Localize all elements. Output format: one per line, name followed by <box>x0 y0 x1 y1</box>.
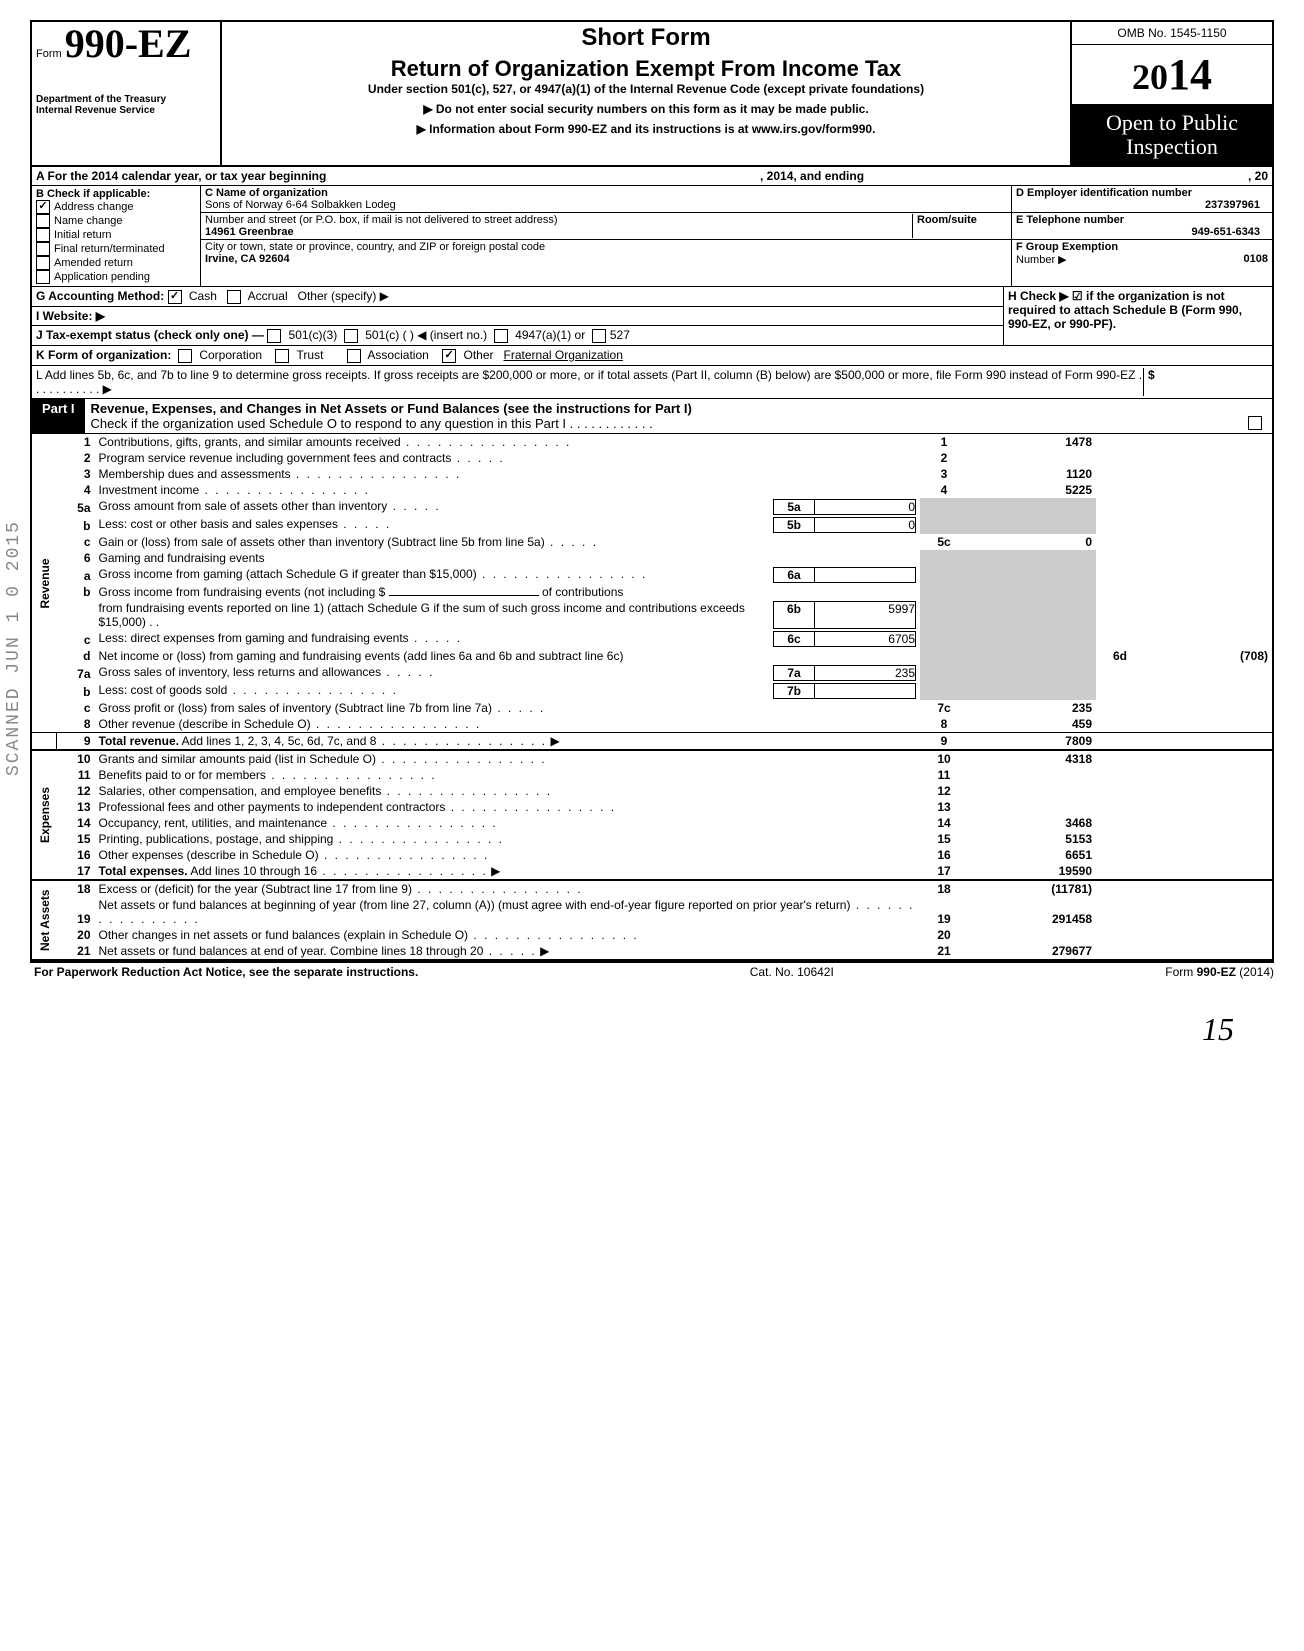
line7c-val: 235 <box>968 700 1096 716</box>
omb-number: OMB No. 1545-1150 <box>1072 22 1272 45</box>
c-label: C Name of organization <box>205 187 328 199</box>
side-expenses: Expenses <box>32 750 56 880</box>
line7a-mid: 235 <box>814 665 916 681</box>
col-c-org-info: C Name of organization Sons of Norway 6-… <box>201 186 1012 286</box>
form-number: 990-EZ <box>65 21 192 66</box>
checkbox-assoc[interactable] <box>347 349 361 363</box>
main-title: Return of Organization Exempt From Incom… <box>226 56 1066 82</box>
part1-title: Revenue, Expenses, and Changes in Net As… <box>91 401 1266 416</box>
line4-val: 5225 <box>968 482 1096 498</box>
line8-val: 459 <box>968 716 1096 733</box>
checkbox-501c3[interactable] <box>267 329 281 343</box>
line10-val: 4318 <box>968 750 1096 767</box>
i-website: I Website: ▶ <box>36 309 105 323</box>
dept-irs: Internal Revenue Service <box>36 105 216 116</box>
checkbox-amended[interactable] <box>36 256 50 270</box>
part1-check-line: Check if the organization used Schedule … <box>91 416 653 431</box>
row-l: L Add lines 5b, 6c, and 7b to line 9 to … <box>32 366 1272 399</box>
city-label: City or town, state or province, country… <box>205 241 545 253</box>
line20-val <box>968 927 1096 943</box>
d-label: D Employer identification number <box>1016 187 1192 199</box>
form-footer: For Paperwork Reduction Act Notice, see … <box>30 963 1278 981</box>
line6b-mid: 5997 <box>814 601 916 629</box>
col-b-checkboxes: B Check if applicable: Address change Na… <box>32 186 201 286</box>
line6c-mid: 6705 <box>814 631 916 647</box>
short-form-title: Short Form <box>226 24 1066 52</box>
instruction-2: ▶ Information about Form 990-EZ and its … <box>226 122 1066 136</box>
checkbox-527[interactable] <box>592 329 606 343</box>
scan-watermark: SCANNED JUN 1 0 2015 <box>4 520 24 776</box>
form-prefix: Form <box>36 48 62 60</box>
part1-header: Part I Revenue, Expenses, and Changes in… <box>32 399 1272 434</box>
line3-val: 1120 <box>968 466 1096 482</box>
line5b-mid: 0 <box>814 517 916 533</box>
line7b-mid <box>814 683 916 699</box>
e-label: E Telephone number <box>1016 214 1124 226</box>
line15-val: 5153 <box>968 831 1096 847</box>
form-990ez: Form 990-EZ Department of the Treasury I… <box>30 20 1274 963</box>
checkbox-corp[interactable] <box>178 349 192 363</box>
line13-val <box>968 799 1096 815</box>
checkbox-final-return[interactable] <box>36 242 50 256</box>
line5c-val: 0 <box>968 534 1096 550</box>
footer-left: For Paperwork Reduction Act Notice, see … <box>34 965 418 979</box>
side-revenue: Revenue <box>32 434 56 733</box>
line21-val: 279677 <box>968 943 1096 960</box>
checkbox-accrual[interactable] <box>227 290 241 304</box>
line19-val: 291458 <box>968 897 1096 927</box>
open-to-public: Open to Public Inspection <box>1072 105 1272 165</box>
street-label: Number and street (or P.O. box, if mail … <box>205 214 558 226</box>
b-label: B Check if applicable: <box>36 188 196 200</box>
checkbox-4947[interactable] <box>494 329 508 343</box>
part1-table: Revenue 1 Contributions, gifts, grants, … <box>32 434 1272 961</box>
other-org-val: Fraternal Organization <box>504 348 623 362</box>
footer-mid: Cat. No. 10642I <box>750 965 834 979</box>
checkbox-initial-return[interactable] <box>36 228 50 242</box>
row-k: K Form of organization: Corporation Trus… <box>32 346 1272 366</box>
line18-val: (11781) <box>968 880 1096 897</box>
part1-label: Part I <box>32 399 85 433</box>
line5a-mid: 0 <box>814 499 916 515</box>
subtitle: Under section 501(c), 527, or 4947(a)(1)… <box>226 82 1066 96</box>
checkbox-501c[interactable] <box>344 329 358 343</box>
side-netassets: Net Assets <box>32 880 56 960</box>
checkbox-other-org[interactable] <box>442 349 456 363</box>
checkbox-trust[interactable] <box>275 349 289 363</box>
checkbox-name-change[interactable] <box>36 214 50 228</box>
checkbox-cash[interactable] <box>168 290 182 304</box>
tax-year: 2014 <box>1072 45 1272 105</box>
checkbox-schedule-o[interactable] <box>1248 416 1262 430</box>
col-d-ids: D Employer identification number 2373979… <box>1012 186 1272 286</box>
line6d-val: (708) <box>1144 648 1272 664</box>
handwritten-page-num: 15 <box>30 1011 1274 1048</box>
f-label: F Group Exemption <box>1016 241 1118 253</box>
g-label: G Accounting Method: <box>36 289 164 303</box>
checkbox-address-change[interactable] <box>36 200 50 214</box>
instruction-1: ▶ Do not enter social security numbers o… <box>226 102 1066 116</box>
line17-val: 19590 <box>968 863 1096 880</box>
footer-right: Form 990-EZ (2014) <box>1165 965 1274 979</box>
form-header: Form 990-EZ Department of the Treasury I… <box>32 22 1272 167</box>
group-num: 0108 <box>1244 253 1268 265</box>
ein: 237397961 <box>1016 199 1268 211</box>
line1-val: 1478 <box>968 434 1096 450</box>
city-state-zip: Irvine, CA 92604 <box>205 253 290 265</box>
line12-val <box>968 783 1096 799</box>
line16-val: 6651 <box>968 847 1096 863</box>
f-label2: Number ▶ <box>1016 254 1067 266</box>
entity-info-section: B Check if applicable: Address change Na… <box>32 186 1272 287</box>
dept-treasury: Department of the Treasury <box>36 94 216 105</box>
room-label: Room/suite <box>917 214 977 226</box>
row-a-tax-year: A For the 2014 calendar year, or tax yea… <box>32 167 1272 186</box>
org-name: Sons of Norway 6-64 Solbakken Lodeg <box>205 199 396 211</box>
h-check: H Check ▶ ☑ if the organization is not r… <box>1008 289 1242 331</box>
line9-val: 7809 <box>968 732 1096 750</box>
street-address: 14961 Greenbrae <box>205 226 294 238</box>
j-label: J Tax-exempt status (check only one) — <box>36 328 264 342</box>
line14-val: 3468 <box>968 815 1096 831</box>
line2-val <box>968 450 1096 466</box>
line11-val <box>968 767 1096 783</box>
phone: 949-651-6343 <box>1016 226 1268 238</box>
checkbox-pending[interactable] <box>36 270 50 284</box>
